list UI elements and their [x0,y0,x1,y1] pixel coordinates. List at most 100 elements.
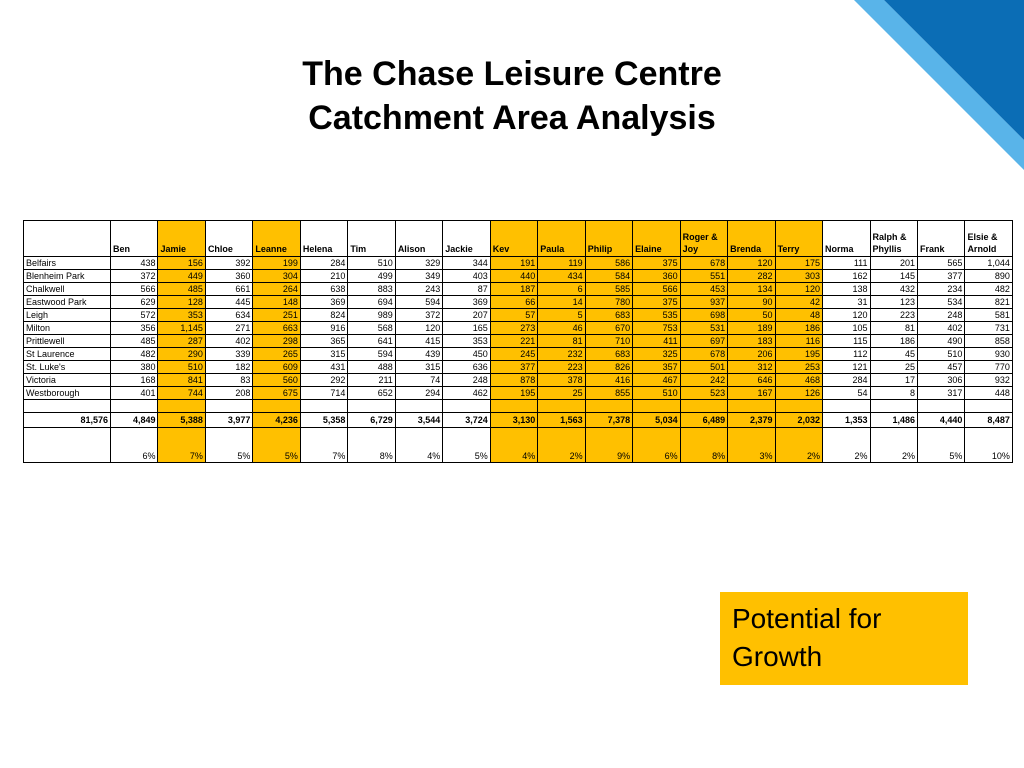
value-cell: 560 [252,373,301,387]
value-cell: 264 [252,282,301,296]
value-cell: 485 [109,334,159,348]
value-cell: 369 [299,295,349,309]
value-cell: 234 [916,282,966,296]
area-name-cell: Westborough [23,386,111,400]
column-header-line: Elaine [635,244,662,254]
value-cell: 66 [489,295,539,309]
percentage-cell: 7% [299,427,349,463]
table-row: Victoria 168 841 83 560 292 211 74 248 878 378 416 4… [23,373,1013,387]
value-cell: 168 [109,373,159,387]
total-cell: 5,034 [632,412,681,428]
value-cell: 697 [679,334,729,348]
value-cell: 248 [916,308,966,322]
spacer-cell [394,399,444,413]
header-corner-cell [23,220,111,257]
column-header: Elsie & Arnold [964,220,1013,257]
percentage-cell: 2% [537,427,586,463]
value-cell: 282 [727,269,776,283]
value-cell: 438 [109,256,159,270]
spacer-cell [157,399,206,413]
table-row: Westborough 401 744 208 675 714 652 294 462 195 25… [23,386,1013,400]
area-name-cell: Blenheim Park [23,269,111,283]
value-cell: 821 [964,295,1013,309]
value-cell: 232 [537,347,586,361]
column-header: Paula [537,220,586,257]
column-header: Brenda [727,220,776,257]
area-name-cell: St. Luke's [23,360,111,374]
value-cell: 572 [109,308,159,322]
column-header: Elaine [632,220,681,257]
column-header: Kev [489,220,539,257]
value-cell: 641 [347,334,396,348]
value-cell: 629 [109,295,159,309]
value-cell: 568 [347,321,396,335]
value-cell: 482 [964,282,1013,296]
value-cell: 57 [489,308,539,322]
value-cell: 116 [774,334,824,348]
callout-line-2: Growth [732,641,823,672]
value-cell: 584 [584,269,634,283]
column-header-line: Chloe [207,244,233,254]
header-row: Ben Jamie Chloe Leanne Helena Tim Alison Jackie… [23,220,1013,257]
value-cell: 585 [584,282,634,296]
value-cell: 369 [442,295,491,309]
percentage-cell: 5% [252,427,301,463]
area-name-cell: Belfairs [23,256,111,270]
column-header-line: Leanne [255,244,287,254]
total-cell: 4,236 [252,412,301,428]
value-cell: 83 [204,373,254,387]
column-header-line: Jamie [160,244,186,254]
value-cell: 878 [489,373,539,387]
value-cell: 916 [299,321,349,335]
total-cell: 3,724 [442,412,491,428]
value-cell: 339 [204,347,254,361]
column-header: Frank [916,220,966,257]
value-cell: 531 [679,321,729,335]
value-cell: 195 [489,386,539,400]
value-cell: 646 [727,373,776,387]
spacer-cell [489,399,539,413]
value-cell: 770 [964,360,1013,374]
value-cell: 937 [679,295,729,309]
value-cell: 138 [822,282,871,296]
column-header-line: Arnold [967,244,997,254]
table-row: St. Luke's 380 510 182 609 431 488 315 636 377 223… [23,360,1013,374]
value-cell: 714 [299,386,349,400]
value-cell: 488 [347,360,396,374]
corner-light-stripe [854,0,1024,170]
spacer-cell [204,399,254,413]
grand-total-cell: 81,576 [23,412,111,428]
total-cell: 3,977 [204,412,254,428]
total-cell: 5,358 [299,412,349,428]
title-line-2: Catchment Area Analysis [308,99,716,137]
value-cell: 128 [157,295,206,309]
value-cell: 208 [204,386,254,400]
value-cell: 120 [822,308,871,322]
percentage-cell: 8% [347,427,396,463]
value-cell: 826 [584,360,634,374]
value-cell: 195 [774,347,824,361]
value-cell: 17 [869,373,918,387]
value-cell: 243 [394,282,444,296]
value-cell: 462 [442,386,491,400]
value-cell: 191 [489,256,539,270]
column-header: Tim [347,220,396,257]
area-name-cell: St Laurence [23,347,111,361]
total-cell: 6,729 [347,412,396,428]
value-cell: 445 [204,295,254,309]
value-cell: 523 [679,386,729,400]
percentage-cell: 8% [679,427,729,463]
percentage-cell: 9% [584,427,634,463]
value-cell: 265 [252,347,301,361]
value-cell: 411 [632,334,681,348]
value-cell: 401 [109,386,159,400]
value-cell: 284 [822,373,871,387]
value-cell: 292 [299,373,349,387]
column-header-line: Kev [492,244,510,254]
total-cell: 5,388 [157,412,206,428]
total-cell: 8,487 [964,412,1013,428]
spacer-cell [442,399,491,413]
value-cell: 392 [204,256,254,270]
value-cell: 165 [442,321,491,335]
value-cell: 402 [204,334,254,348]
